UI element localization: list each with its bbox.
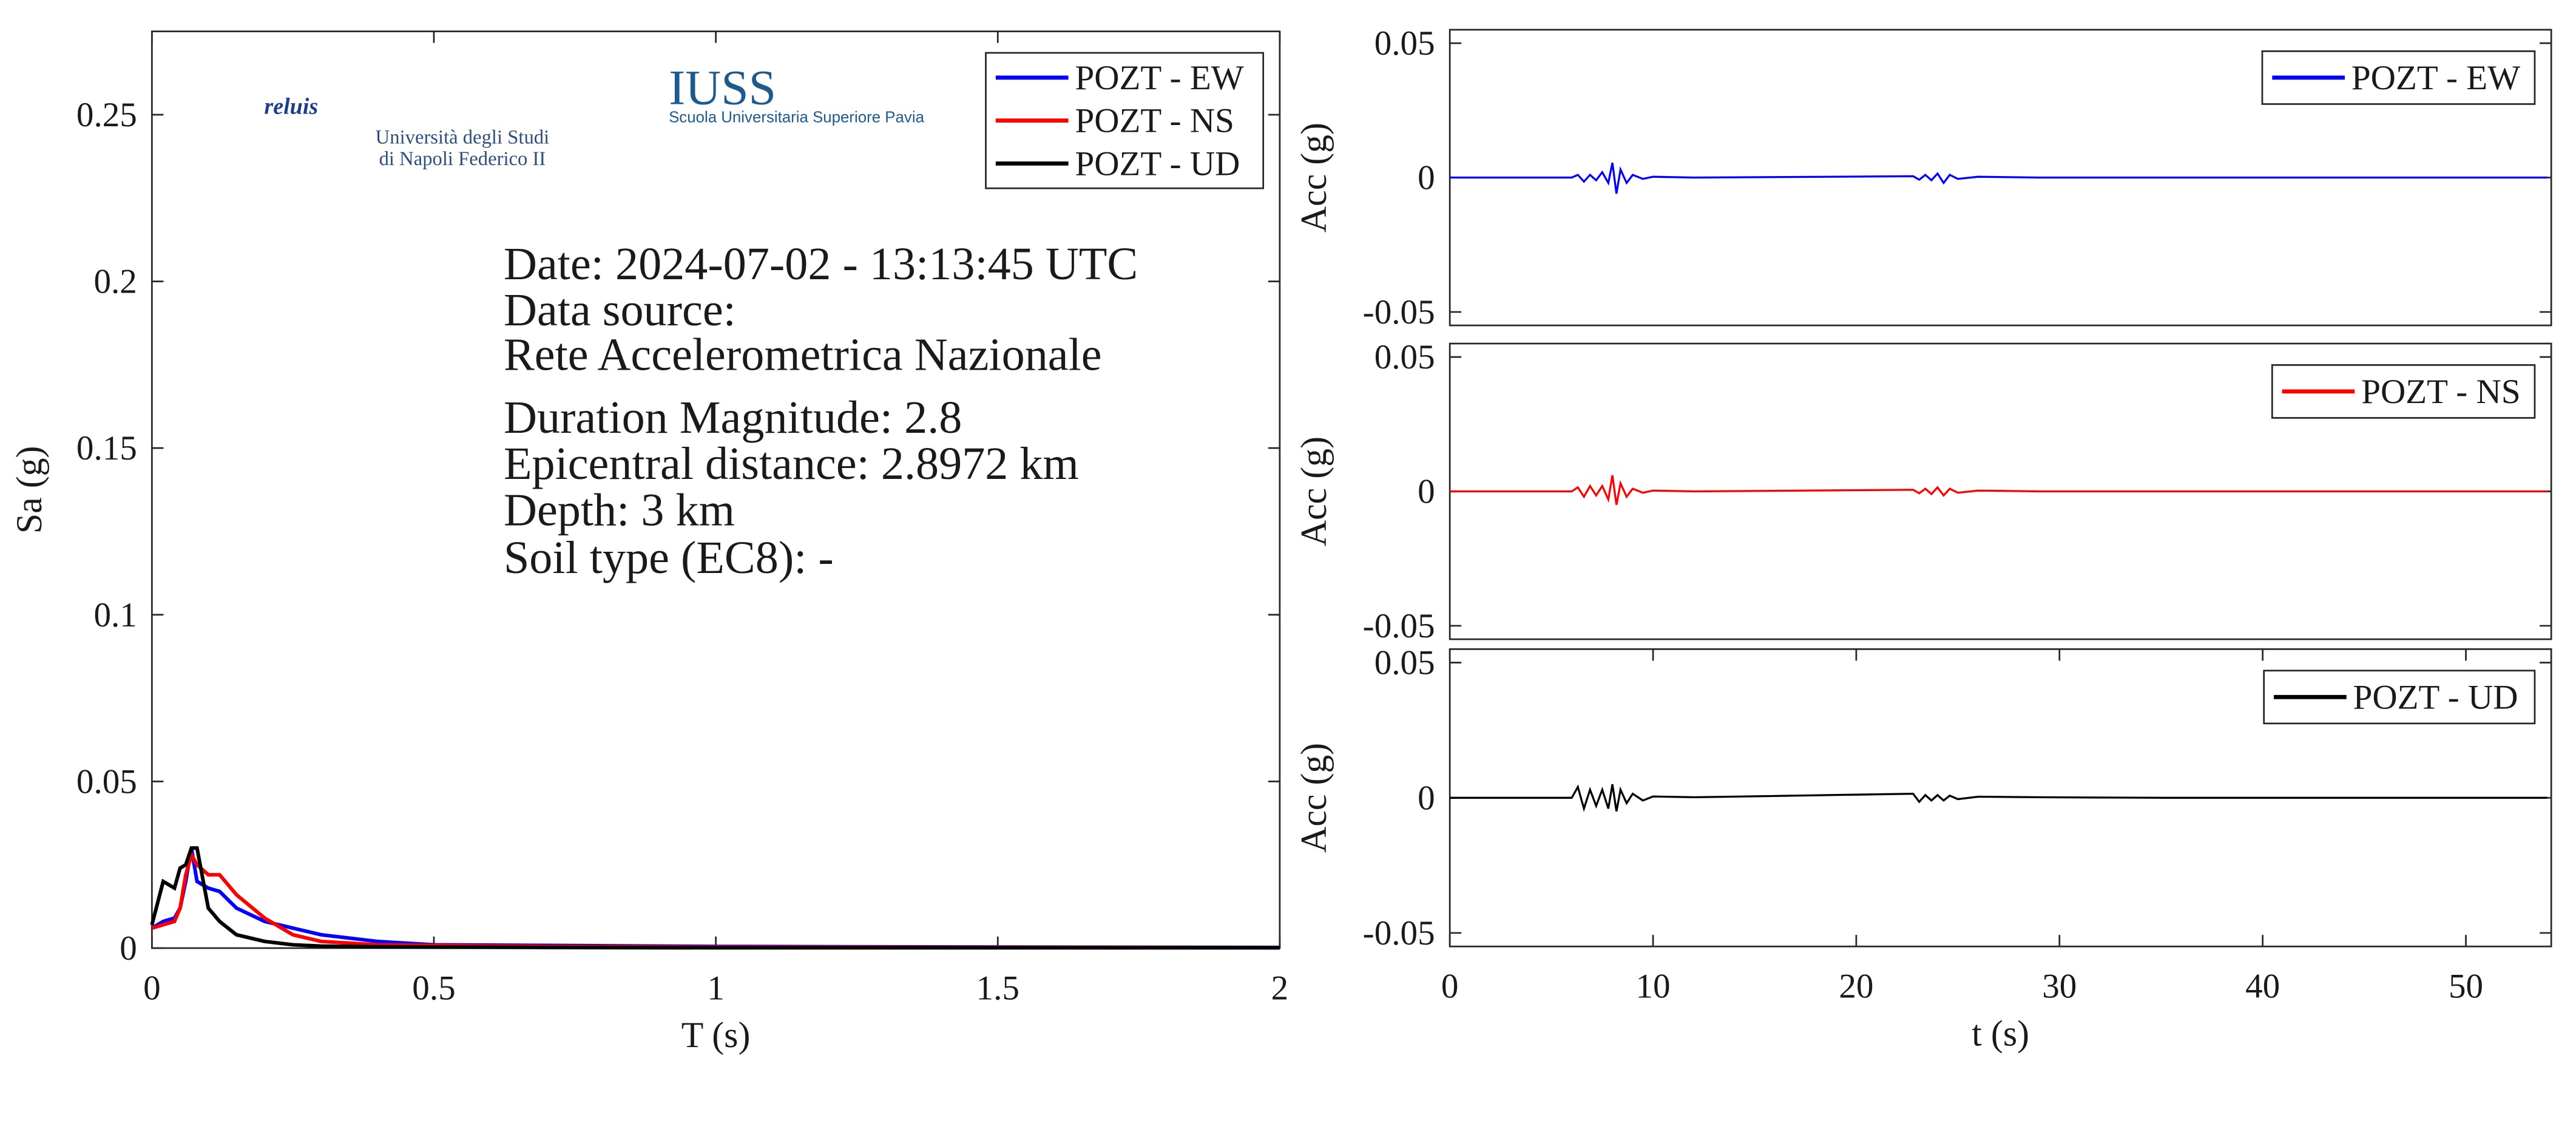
y-tick-label: -0.05 [1363, 293, 1435, 331]
annotation: Data source: [504, 285, 736, 336]
legend-label: POZT - NS [1075, 102, 1234, 140]
x-tick-label: 10 [1635, 968, 1670, 1006]
annotation: Rete Accelerometrica Nazionale [504, 330, 1102, 381]
logo-text: Scuola Universitaria Superiore Pavia [669, 109, 925, 126]
y-tick-label: 0 [1418, 473, 1435, 511]
legend-label: POZT - NS [2361, 373, 2520, 411]
x-tick-label: 1.5 [976, 969, 1019, 1007]
series-line [1450, 162, 2547, 194]
series-line [1450, 784, 2547, 812]
x-tick-label: 30 [2042, 968, 2077, 1006]
logo-text: reluis [264, 94, 318, 120]
logo-text: IUSS [669, 59, 776, 115]
x-tick-label: 20 [1839, 968, 1873, 1006]
y-tick-label: 0 [120, 929, 137, 968]
y-tick-label: -0.05 [1363, 914, 1435, 952]
y-tick-label: 0.05 [1374, 338, 1435, 376]
y-tick-label: 0 [1418, 159, 1435, 197]
x-tick-label: 50 [2449, 968, 2483, 1006]
y-tick-label: -0.05 [1363, 607, 1435, 645]
y-tick-label: 0.1 [93, 596, 137, 634]
y-tick-label: 0.25 [76, 96, 137, 134]
y-axis-label: Acc (g) [1294, 123, 1334, 232]
logo-text: Università degli Studi [376, 127, 549, 149]
annotation: Duration Magnitude: 2.8 [504, 392, 962, 443]
series-line [150, 846, 1280, 950]
annotation: Epicentral distance: 2.8972 km [504, 438, 1079, 489]
logo-text: di Napoli Federico II [379, 148, 546, 170]
x-tick-label: 0 [143, 969, 161, 1007]
x-tick-label: 2 [1271, 969, 1289, 1007]
series-line [1450, 475, 2547, 505]
y-axis-label: Sa (g) [9, 446, 49, 534]
x-tick-label: 0 [1441, 968, 1459, 1006]
x-axis-label: t (s) [1972, 1013, 2029, 1053]
x-axis-label: T (s) [681, 1015, 751, 1055]
annotation: Date: 2024-07-02 - 13:13:45 UTC [504, 239, 1138, 290]
y-tick-label: 0.05 [1374, 24, 1435, 63]
legend-box [985, 52, 1265, 189]
legend-label: POZT - UD [2353, 678, 2518, 716]
y-tick-label: 0.2 [93, 263, 137, 301]
y-tick-label: 0.05 [1374, 644, 1435, 682]
annotation: Soil type (EC8): - [504, 532, 834, 583]
legend-label: POZT - EW [1075, 59, 1243, 97]
x-tick-label: 0.5 [412, 969, 455, 1007]
y-axis-label: Acc (g) [1294, 743, 1334, 853]
legend-label: POZT - UD [1075, 144, 1240, 183]
x-tick-label: 1 [707, 969, 725, 1007]
y-axis-label: Acc (g) [1294, 436, 1334, 546]
y-tick-label: 0 [1418, 779, 1435, 817]
x-tick-label: 40 [2245, 968, 2280, 1006]
legend-label: POZT - EW [2351, 59, 2520, 97]
annotation: Depth: 3 km [504, 484, 735, 535]
y-tick-label: 0.05 [76, 762, 137, 801]
y-tick-label: 0.15 [76, 429, 137, 467]
